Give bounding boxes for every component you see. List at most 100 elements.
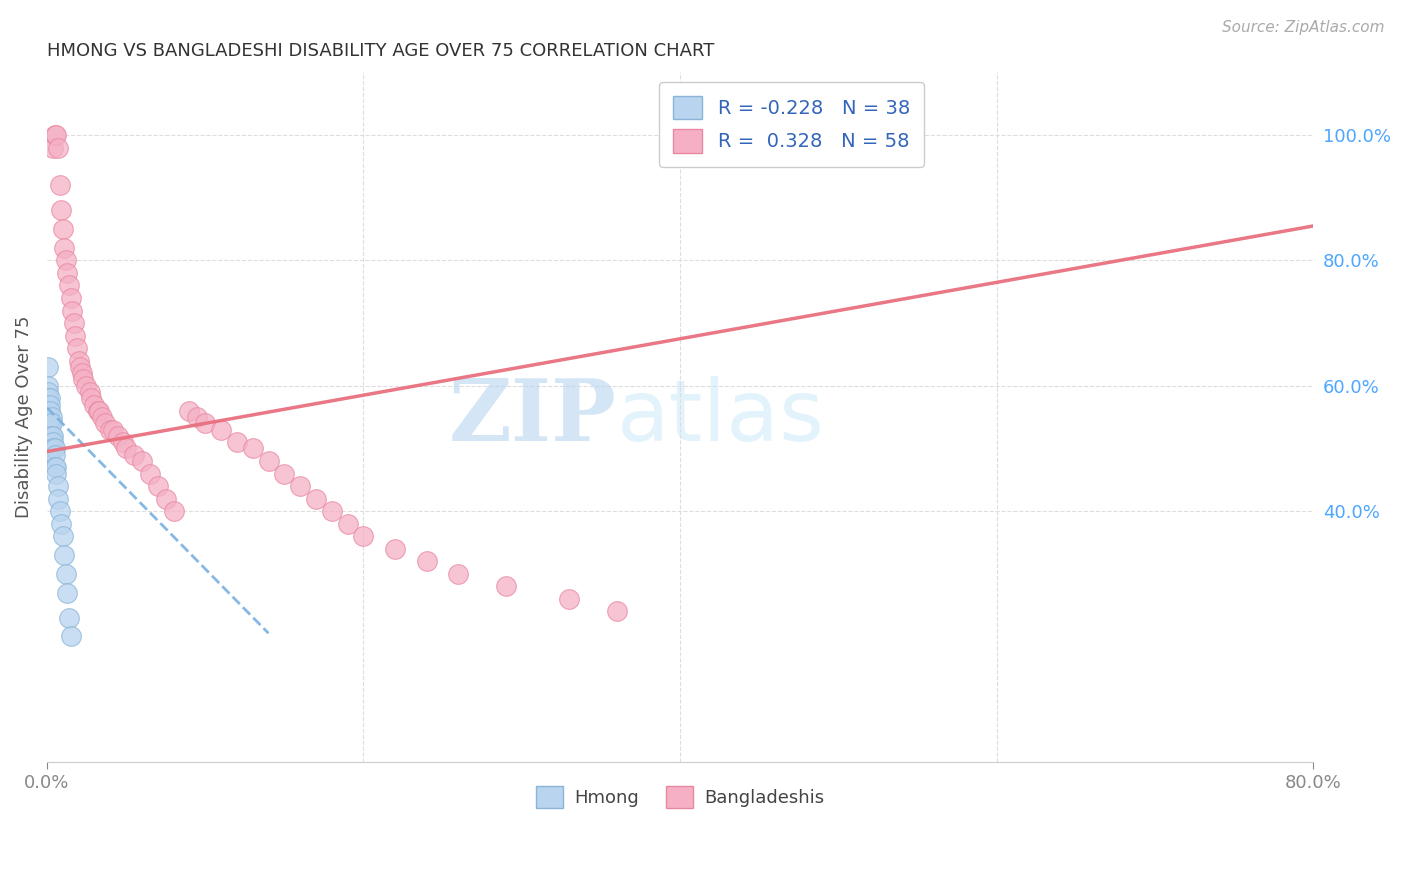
Point: [257, 454, 280, 468]
Point: [48, 504, 70, 518]
Point: [65, 328, 87, 343]
Point: [37, 384, 59, 399]
Point: [107, 429, 129, 443]
Point: [111, 435, 134, 450]
Point: [42, 442, 65, 456]
Point: [69, 359, 91, 374]
Point: [41, 429, 63, 443]
Point: [86, 404, 108, 418]
Point: [49, 516, 72, 531]
Point: [67, 353, 90, 368]
Point: [53, 241, 76, 255]
Point: [80, 392, 103, 406]
Text: Source: ZipAtlas.com: Source: ZipAtlas.com: [1222, 20, 1385, 35]
Text: HMONG VS BANGLADESHI DISABILITY AGE OVER 75 CORRELATION CHART: HMONG VS BANGLADESHI DISABILITY AGE OVER…: [46, 42, 714, 60]
Point: [52, 529, 75, 543]
Point: [45, 467, 67, 481]
Point: [42, 435, 65, 450]
Point: [336, 516, 359, 531]
Point: [79, 384, 101, 399]
Point: [37, 410, 59, 425]
Point: [37, 359, 59, 374]
Point: [42, 429, 65, 443]
Point: [37, 392, 59, 406]
Point: [41, 417, 63, 431]
Point: [186, 410, 208, 425]
Point: [288, 479, 311, 493]
Point: [55, 253, 77, 268]
Point: [606, 604, 628, 618]
Point: [39, 392, 62, 406]
Point: [70, 366, 93, 380]
Point: [242, 442, 264, 456]
Point: [42, 141, 65, 155]
Point: [44, 460, 66, 475]
Point: [46, 491, 69, 506]
Point: [37, 442, 59, 456]
Point: [89, 404, 111, 418]
Point: [44, 442, 66, 456]
Point: [37, 423, 59, 437]
Point: [353, 529, 375, 543]
Point: [83, 398, 105, 412]
Point: [384, 541, 406, 556]
Point: [59, 629, 82, 643]
Point: [41, 410, 63, 425]
Point: [39, 404, 62, 418]
Point: [53, 548, 76, 562]
Point: [416, 554, 439, 568]
Point: [98, 423, 121, 437]
Point: [91, 410, 114, 425]
Point: [62, 316, 84, 330]
Point: [60, 303, 83, 318]
Point: [66, 341, 89, 355]
Point: [56, 585, 79, 599]
Point: [273, 467, 295, 481]
Point: [44, 128, 66, 142]
Point: [122, 448, 145, 462]
Point: [131, 454, 153, 468]
Point: [146, 479, 169, 493]
Point: [52, 222, 75, 236]
Point: [194, 417, 217, 431]
Point: [209, 423, 232, 437]
Point: [321, 504, 343, 518]
Point: [139, 467, 162, 481]
Y-axis label: Disability Age Over 75: Disability Age Over 75: [15, 316, 32, 518]
Point: [162, 504, 184, 518]
Point: [37, 417, 59, 431]
Point: [179, 404, 201, 418]
Point: [94, 417, 117, 431]
Point: [39, 423, 62, 437]
Point: [155, 491, 177, 506]
Point: [55, 566, 77, 581]
Point: [39, 398, 62, 412]
Point: [45, 128, 67, 142]
Point: [558, 591, 581, 606]
Point: [37, 448, 59, 462]
Point: [41, 442, 63, 456]
Point: [58, 278, 80, 293]
Point: [48, 178, 70, 193]
Point: [49, 203, 72, 218]
Point: [225, 435, 247, 450]
Point: [44, 448, 66, 462]
Point: [305, 491, 328, 506]
Point: [72, 372, 94, 386]
Text: ZIP: ZIP: [449, 376, 617, 459]
Point: [447, 566, 470, 581]
Legend: Hmong, Bangladeshis: Hmong, Bangladeshis: [529, 779, 831, 814]
Point: [45, 460, 67, 475]
Point: [56, 266, 79, 280]
Point: [46, 479, 69, 493]
Point: [37, 404, 59, 418]
Point: [59, 291, 82, 305]
Point: [46, 141, 69, 155]
Point: [115, 442, 138, 456]
Point: [37, 378, 59, 392]
Point: [495, 579, 517, 593]
Point: [75, 378, 97, 392]
Text: atlas: atlas: [617, 376, 825, 458]
Point: [103, 423, 125, 437]
Point: [37, 429, 59, 443]
